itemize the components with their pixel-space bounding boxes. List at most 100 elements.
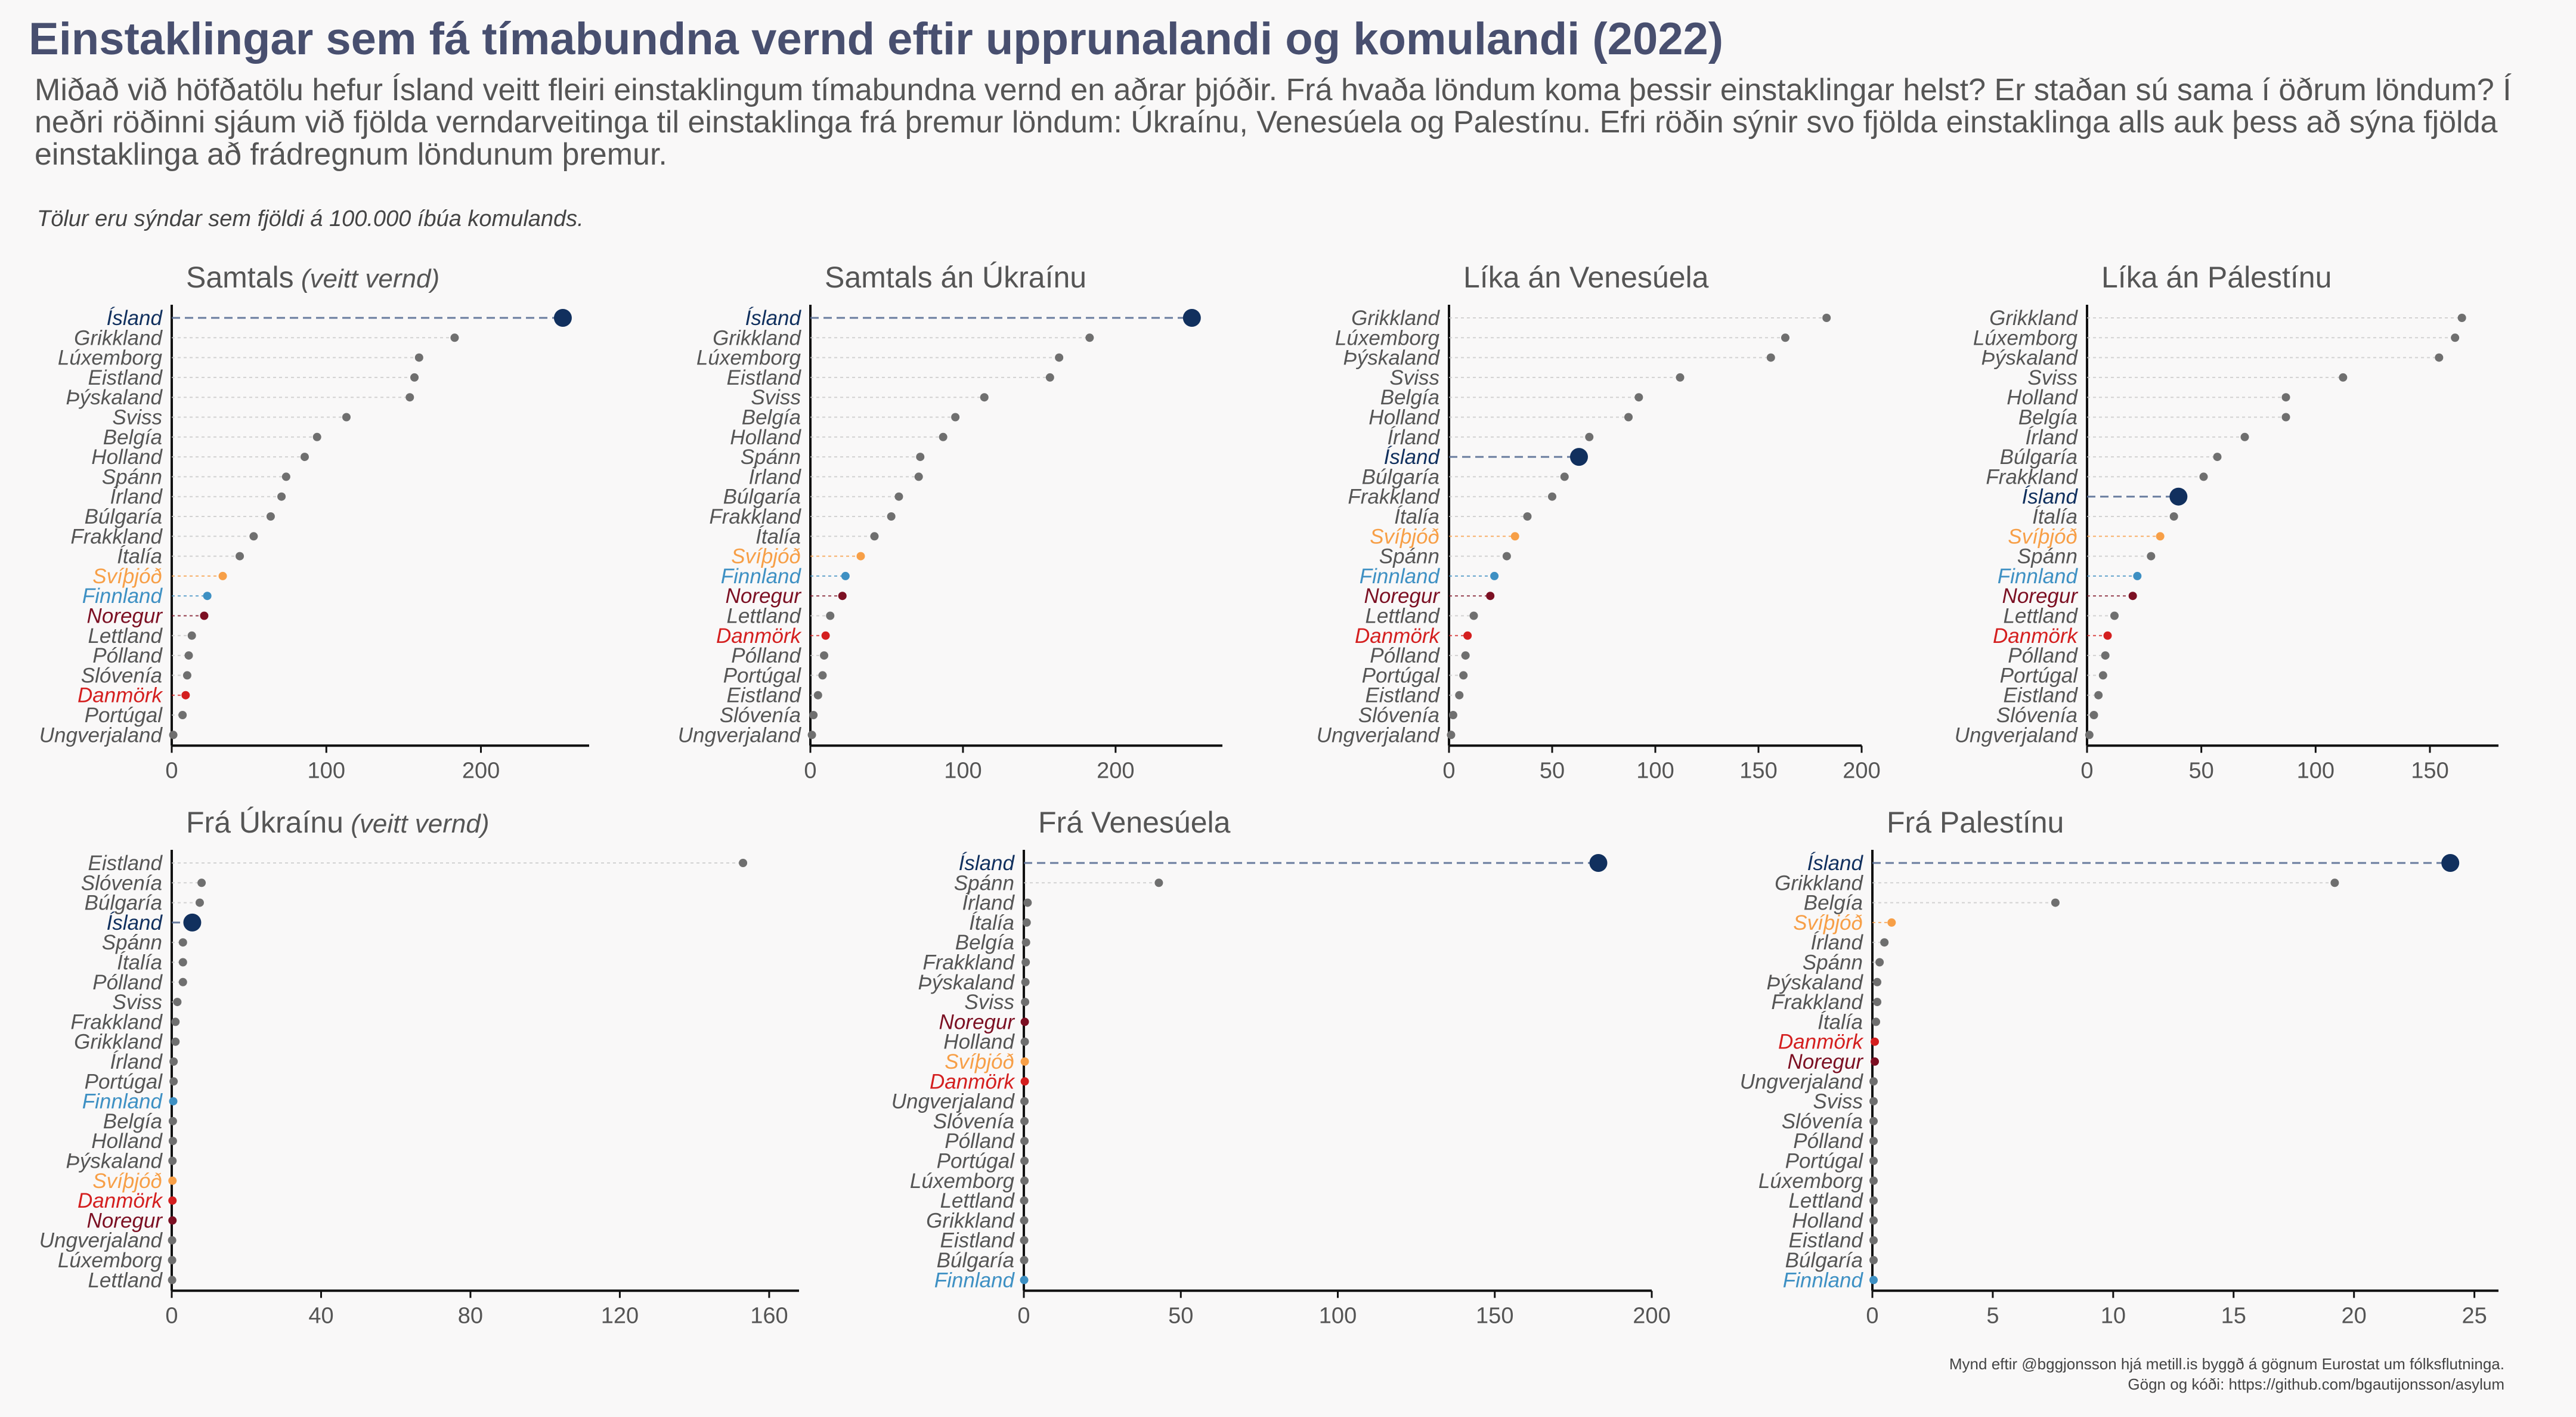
category-label: Ungverjaland: [39, 723, 163, 747]
category-label: Írland: [110, 1050, 163, 1073]
category-label: Svíþjóð: [1370, 525, 1439, 548]
data-point: [826, 611, 835, 620]
category-label: Holland: [2007, 386, 2078, 409]
x-tick-label: 15: [2221, 1303, 2246, 1328]
data-point: [178, 711, 187, 719]
category-label: Finnland: [82, 1090, 163, 1113]
data-point: [1021, 977, 1030, 986]
data-point: [168, 1116, 177, 1125]
category-label: Sviss: [1813, 1090, 1863, 1113]
data-point: [187, 631, 196, 640]
category-label: Finnland: [82, 584, 163, 608]
category-label: Grikkland: [1989, 307, 2078, 330]
data-point: [1822, 314, 1831, 322]
data-point: [2330, 878, 2339, 887]
category-label: Lettland: [1365, 605, 1440, 628]
data-point: [266, 512, 275, 521]
category-label: Ítalía: [117, 545, 162, 568]
data-point: [168, 1156, 177, 1165]
category-label: Grikkland: [1351, 307, 1440, 330]
data-point: [2339, 373, 2348, 382]
x-tick-label: 5: [1986, 1303, 1999, 1328]
data-point: [169, 1057, 178, 1066]
data-point: [1055, 353, 1064, 362]
data-point: [894, 492, 903, 501]
category-label: Spánn: [102, 931, 162, 954]
category-label: Noregur: [2002, 584, 2079, 608]
data-point: [178, 977, 187, 986]
category-label: Noregur: [87, 1209, 163, 1232]
data-point: [171, 1037, 180, 1046]
category-label: Danmörk: [1778, 1031, 1863, 1054]
panel-title: Samtals án Úkraínu: [825, 261, 1086, 294]
category-label: Finnland: [934, 1269, 1015, 1292]
category-label: Lúxemborg: [1758, 1170, 1863, 1193]
data-point: [405, 393, 414, 402]
category-label: Búlgaría: [85, 505, 162, 528]
category-label: Ungverjaland: [891, 1090, 1015, 1113]
category-label: Ítalía: [756, 525, 801, 548]
category-label: Ísland: [107, 307, 163, 330]
category-label: Noregur: [1364, 584, 1441, 608]
category-label: Slóvenía: [81, 871, 162, 895]
category-label: Lettland: [1788, 1189, 1863, 1212]
category-label: Noregur: [1788, 1050, 1864, 1073]
x-tick-label: 150: [2411, 758, 2448, 783]
data-point: [342, 413, 351, 422]
data-point: [841, 571, 850, 580]
category-label: Danmörk: [1355, 624, 1440, 648]
category-label: Lettland: [940, 1189, 1015, 1212]
data-point: [1020, 1176, 1029, 1185]
panel-title-text: Frá Úkraínu: [186, 806, 343, 839]
data-point: [2451, 333, 2460, 342]
data-point: [197, 878, 206, 887]
category-label: Ungverjaland: [1740, 1070, 1864, 1093]
data-point: [1585, 432, 1594, 441]
data-point: [1869, 1196, 1878, 1205]
data-point: [1469, 611, 1478, 620]
data-point: [1634, 393, 1643, 402]
category-label: Slóvenía: [1358, 704, 1439, 727]
x-tick-label: 50: [2189, 758, 2214, 783]
data-point: [277, 492, 286, 501]
data-point: [168, 1216, 177, 1225]
data-point: [1020, 1037, 1029, 1046]
category-label: Danmörk: [78, 1189, 163, 1212]
x-tick-label: 150: [1739, 758, 1777, 783]
category-label: Slóvenía: [933, 1110, 1014, 1133]
category-label: Ungverjaland: [1955, 723, 2079, 747]
category-label: Eistland: [726, 366, 801, 389]
data-point: [168, 1137, 177, 1146]
data-point: [1448, 711, 1457, 719]
chart-panel: Samtals (veitt vernd) 0 100 200 ÍslandGrikkl…: [39, 261, 589, 783]
data-point: [2199, 472, 2208, 481]
chart-subtitle: Miðað við höfðatölu hefur Ísland veitt f…: [35, 73, 2512, 172]
panel-title-text: Frá Venesúela: [1038, 806, 1231, 839]
category-label: Lúxemborg: [1973, 326, 2078, 349]
data-point: [2441, 854, 2460, 872]
x-tick-label: 20: [2342, 1303, 2367, 1328]
category-label: Noregur: [87, 605, 163, 628]
category-label: Holland: [91, 445, 163, 469]
chart-panel: Frá Palestínu 0 5 10 15 20 25 ÍslandGrikklandBe…: [1740, 806, 2498, 1328]
data-point: [1523, 512, 1532, 521]
category-label: Eistland: [88, 366, 163, 389]
data-point: [1020, 1196, 1029, 1205]
data-point: [1560, 472, 1569, 481]
category-label: Spánn: [741, 445, 801, 469]
category-label: Pólland: [1370, 644, 1440, 667]
chart-title: Einstaklingar sem fá tímabundna vernd ef…: [29, 14, 1724, 64]
category-label: Írland: [2025, 426, 2078, 449]
category-label: Ítalía: [1394, 505, 1439, 528]
data-point: [1085, 333, 1094, 342]
data-point: [1869, 1276, 1878, 1285]
x-tick-label: 100: [1636, 758, 1674, 783]
data-point: [200, 611, 209, 620]
panel-title: Líka án Pálestínu: [2101, 261, 2332, 294]
data-point: [1022, 918, 1031, 927]
data-point: [2213, 453, 2222, 462]
category-label: Eistland: [88, 852, 163, 875]
x-tick-label: 0: [804, 758, 816, 783]
category-label: Spánn: [102, 465, 162, 488]
data-point: [203, 592, 212, 601]
